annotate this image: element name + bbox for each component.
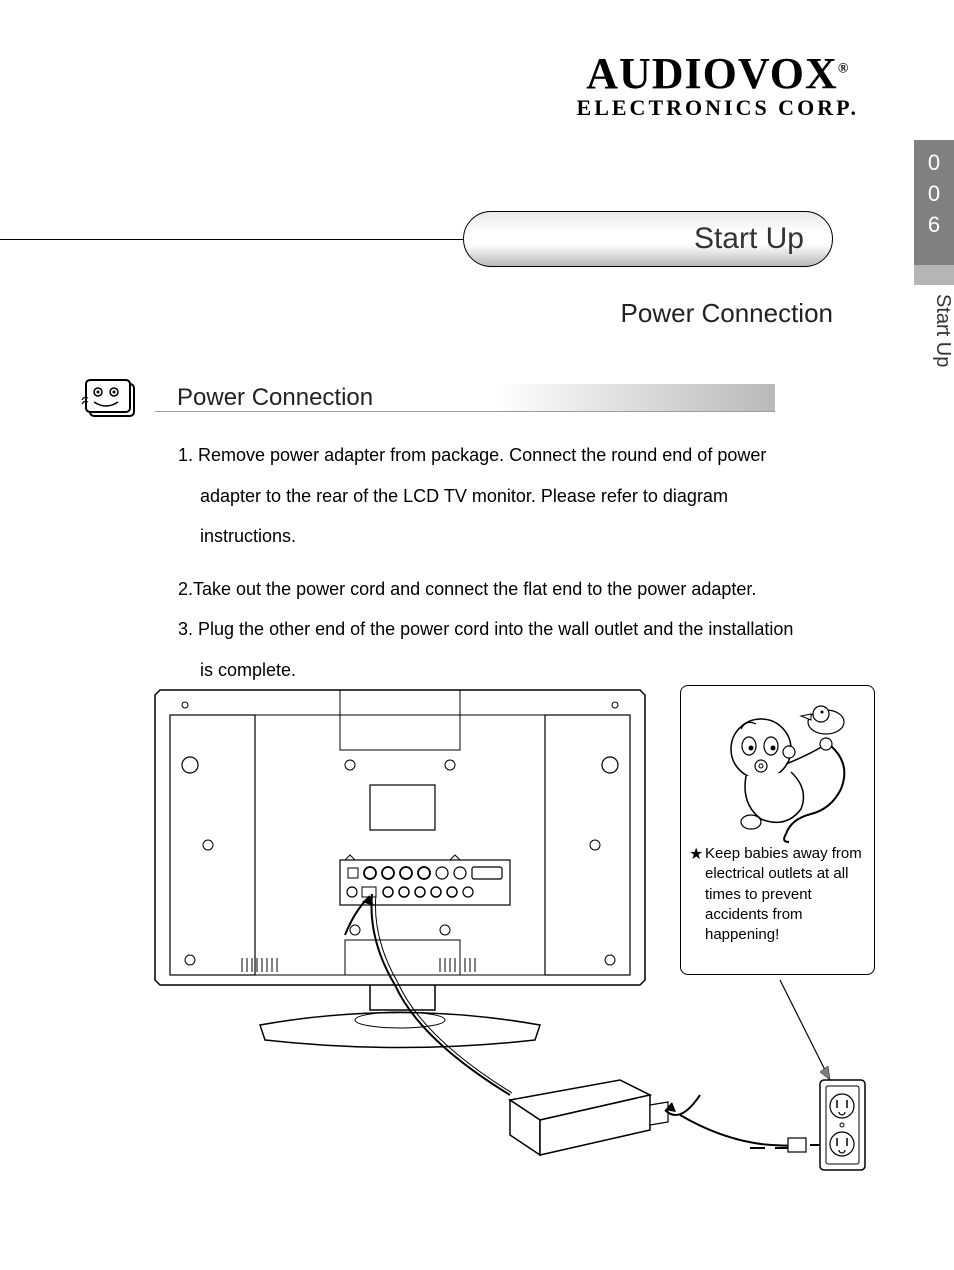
callout-text: ★ Keep babies away from electrical outle… bbox=[691, 844, 864, 945]
callout-message: Keep babies away from electrical outlets… bbox=[705, 845, 862, 943]
section-heading-bar: Power Connection bbox=[155, 384, 775, 412]
brand-main: AUDIOVOX® bbox=[586, 48, 849, 99]
registered-mark: ® bbox=[838, 61, 849, 76]
star-icon: ★ bbox=[689, 844, 703, 866]
section-tab-label: Start Up bbox=[914, 290, 954, 410]
baby-mascot-icon bbox=[691, 694, 864, 844]
manual-page: AUDIOVOX® ELECTRONICS CORP. 0 0 6 Start … bbox=[0, 0, 954, 1270]
instructions-block: 1. Remove power adapter from package. Co… bbox=[178, 440, 798, 696]
page-digit: 0 bbox=[914, 179, 954, 210]
step-1-line-1: 1. Remove power adapter from package. Co… bbox=[178, 440, 798, 471]
step-3-line-1: 3. Plug the other end of the power cord … bbox=[178, 614, 798, 645]
step-2: 2.Take out the power cord and connect th… bbox=[178, 574, 798, 605]
brand-block: AUDIOVOX® ELECTRONICS CORP. bbox=[577, 48, 859, 121]
chapter-title: Start Up bbox=[694, 222, 804, 256]
page-digit: 0 bbox=[914, 148, 954, 179]
chapter-pill: Start Up bbox=[463, 211, 833, 267]
section-heading: Power Connection bbox=[177, 384, 373, 412]
page-number-tab: 0 0 6 bbox=[914, 140, 954, 265]
step-1-line-2: adapter to the rear of the LCD TV monito… bbox=[178, 481, 798, 512]
step-1-line-3: instructions. bbox=[178, 521, 798, 552]
page-subtitle: Power Connection bbox=[0, 298, 833, 329]
page-digit: 6 bbox=[914, 210, 954, 241]
brand-text: AUDIOVOX bbox=[586, 49, 838, 98]
mascot-icon bbox=[80, 370, 140, 425]
connection-diagram: ★ Keep babies away from electrical outle… bbox=[140, 680, 880, 1200]
tab-divider bbox=[914, 265, 954, 285]
horizontal-rule bbox=[0, 239, 463, 240]
safety-callout: ★ Keep babies away from electrical outle… bbox=[680, 685, 875, 975]
